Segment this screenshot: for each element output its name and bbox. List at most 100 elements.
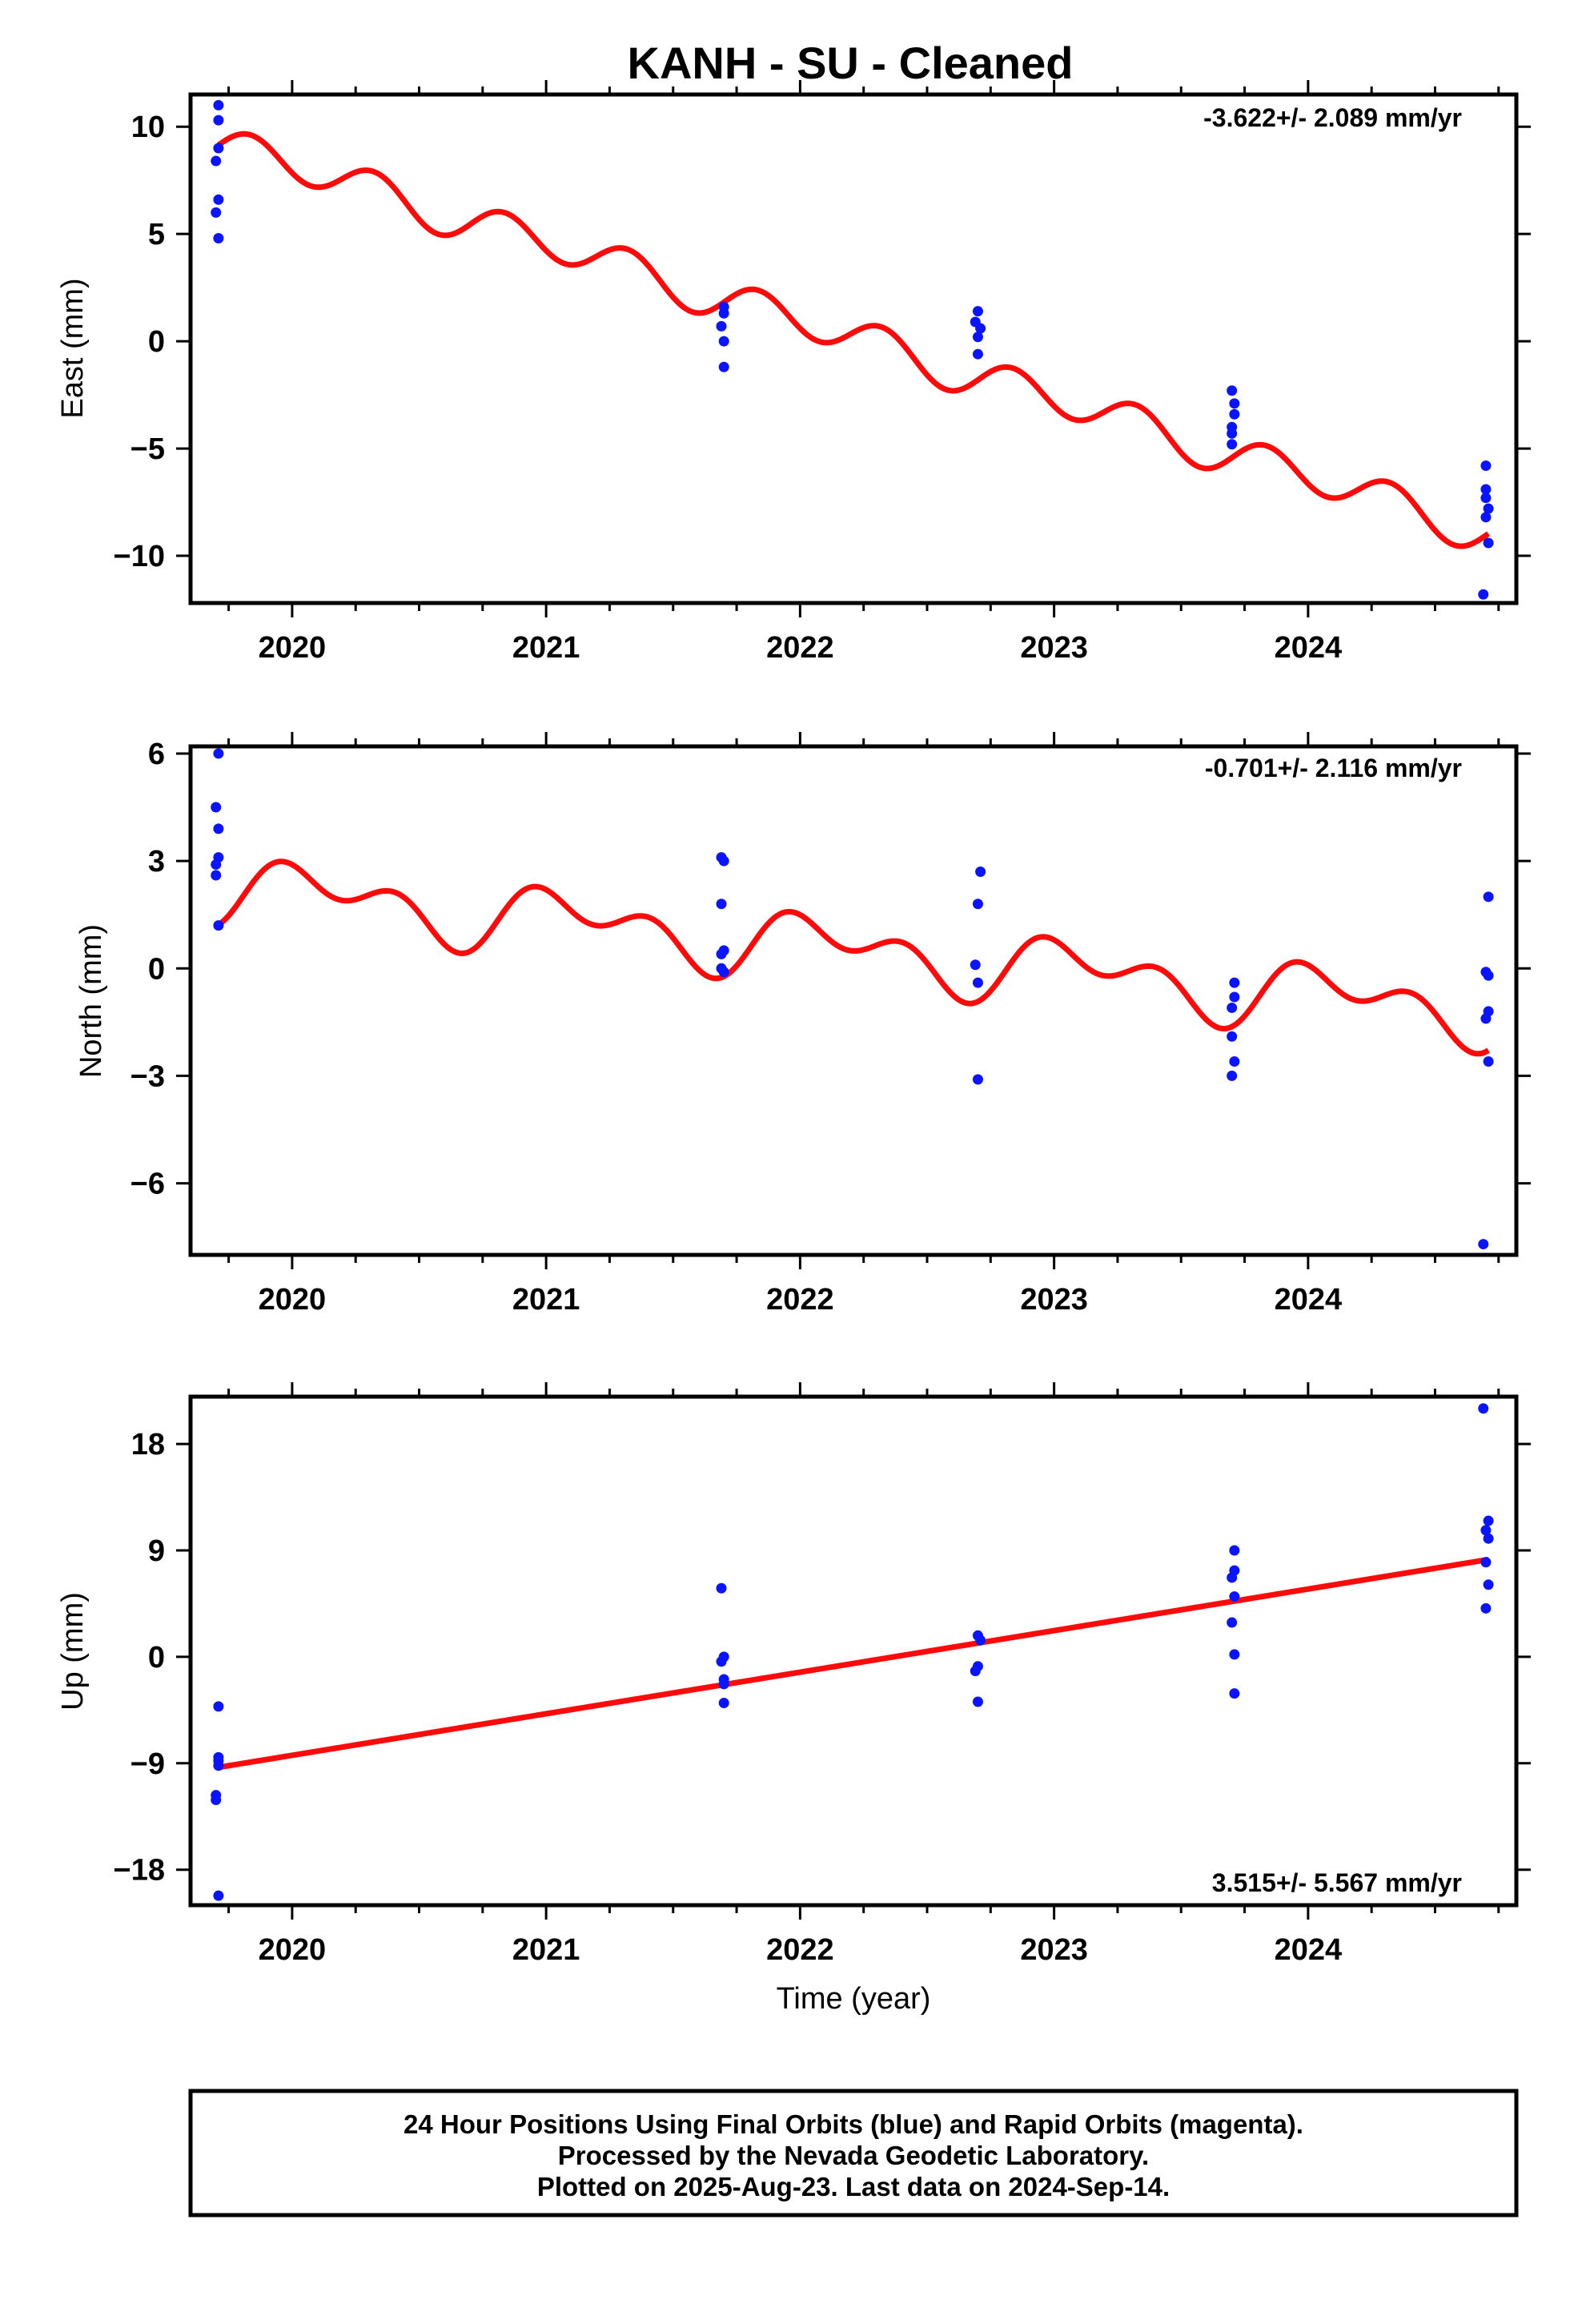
x-tick-label: 2022	[766, 631, 834, 665]
north-data-point	[213, 920, 224, 931]
up-data-point	[213, 1701, 224, 1712]
up-rate-label: 3.515+/- 5.567 mm/yr	[1212, 1868, 1462, 1897]
x-axis-label: Time (year)	[777, 1982, 931, 2016]
east-data-point	[718, 336, 729, 347]
x-tick-label: 2020	[259, 1933, 327, 1967]
y-tick-label: 3	[148, 845, 165, 879]
north-data-point	[211, 802, 222, 813]
up-data-point	[211, 1795, 222, 1806]
east-y-axis-label: East (mm)	[56, 278, 90, 418]
east-data-point	[975, 323, 986, 334]
east-data-point	[1483, 537, 1494, 549]
up-model-line	[218, 1556, 1489, 1771]
north-data-point	[972, 1074, 983, 1085]
up-data-point	[1483, 1515, 1494, 1526]
x-tick-label: 2021	[512, 631, 580, 665]
footer-box: 24 Hour Positions Using Final Orbits (bl…	[188, 2089, 1519, 2217]
x-tick-label: 2020	[259, 1283, 327, 1317]
y-tick-label: −9	[130, 1747, 165, 1781]
up-data-point	[213, 1890, 224, 1901]
x-tick-label: 2020	[259, 631, 327, 665]
north-data-point	[972, 899, 983, 910]
up-data-point	[972, 1696, 983, 1707]
x-tick-label: 2022	[766, 1933, 834, 1967]
x-tick-label: 2023	[1020, 1283, 1088, 1317]
east-data-point	[972, 348, 983, 360]
y-tick-label: −10	[114, 540, 165, 573]
y-tick-label: 0	[148, 1641, 165, 1675]
up-data-point	[716, 1582, 727, 1594]
east-data-point	[972, 332, 983, 343]
east-rate-label: -3.622+/- 2.089 mm/yr	[1203, 103, 1462, 132]
east-data-point	[213, 115, 224, 126]
up-data-point	[1483, 1579, 1494, 1590]
north-data-point	[211, 859, 222, 870]
north-data-point	[1227, 1070, 1238, 1081]
east-data-point	[972, 306, 983, 317]
y-tick-label: −5	[130, 432, 165, 466]
north-data-point	[1227, 1031, 1238, 1042]
east-data-point	[213, 143, 224, 154]
east-data-point	[213, 99, 224, 111]
north-data-point	[1229, 977, 1240, 988]
north-data-point	[1227, 1002, 1238, 1013]
up-y-axis-label: Up (mm)	[56, 1592, 90, 1711]
y-tick-label: 9	[148, 1534, 165, 1568]
footer-line-1: 24 Hour Positions Using Final Orbits (bl…	[404, 2109, 1303, 2139]
east-data-point	[1480, 460, 1492, 472]
north-data-point	[1480, 1013, 1492, 1024]
footer-line-2: Processed by the Nevada Geodetic Laborat…	[558, 2141, 1149, 2170]
east-data-point	[718, 308, 729, 319]
east-data-point	[213, 233, 224, 244]
footer-line-3: Plotted on 2025-Aug-23. Last data on 202…	[537, 2172, 1170, 2201]
y-tick-label: −6	[130, 1168, 165, 1201]
east-data-point	[1480, 493, 1492, 504]
east-data-point	[1227, 428, 1238, 439]
up-data-point	[1480, 1557, 1492, 1568]
x-tick-label: 2022	[766, 1283, 834, 1317]
north-data-point	[718, 855, 729, 866]
north-plot-frame	[188, 744, 1519, 1257]
east-plot-frame	[188, 92, 1519, 605]
north-y-axis-label: North (mm)	[74, 924, 108, 1078]
east-data-point	[716, 320, 727, 332]
north-data-point	[211, 870, 222, 881]
east-data-point	[1229, 408, 1240, 420]
up-data-point	[1227, 1572, 1238, 1583]
north-data-point	[972, 977, 983, 988]
up-data-point	[1483, 1533, 1494, 1544]
x-tick-label: 2023	[1020, 1933, 1088, 1967]
up-data-point	[1229, 1649, 1240, 1660]
y-tick-label: −3	[130, 1059, 165, 1093]
up-data-point	[1229, 1688, 1240, 1699]
x-tick-label: 2021	[512, 1933, 580, 1967]
x-tick-label: 2024	[1275, 1933, 1343, 1967]
north-data-point	[1478, 1239, 1489, 1250]
up-data-point	[718, 1679, 729, 1690]
east-data-point	[1229, 398, 1240, 409]
east-panel: East (mm) -3.622+/- 2.089 mm/yr 2020 2021…	[56, 80, 1531, 665]
x-tick-label: 2024	[1275, 1283, 1343, 1317]
north-data-point	[1483, 1056, 1494, 1068]
north-data-point	[213, 823, 224, 834]
y-tick-label: 5	[148, 218, 165, 251]
up-data-point	[1480, 1525, 1492, 1536]
north-data-point	[718, 967, 729, 978]
north-data-point	[716, 948, 727, 959]
north-data-point	[975, 866, 986, 878]
up-data-point	[1478, 1403, 1489, 1414]
up-data-point	[718, 1697, 729, 1708]
east-model-line	[216, 131, 1491, 549]
y-tick-label: 10	[131, 111, 165, 144]
east-data-point	[1483, 503, 1494, 514]
north-data-point	[1229, 991, 1240, 1003]
y-tick-label: 6	[148, 738, 165, 771]
x-tick-label: 2024	[1275, 631, 1343, 665]
y-tick-label: 18	[131, 1428, 165, 1462]
x-tick-label: 2023	[1020, 631, 1088, 665]
north-data-point	[1483, 891, 1494, 903]
east-data-point	[1227, 439, 1238, 450]
north-model-line	[216, 858, 1490, 1057]
north-data-point	[213, 748, 224, 759]
